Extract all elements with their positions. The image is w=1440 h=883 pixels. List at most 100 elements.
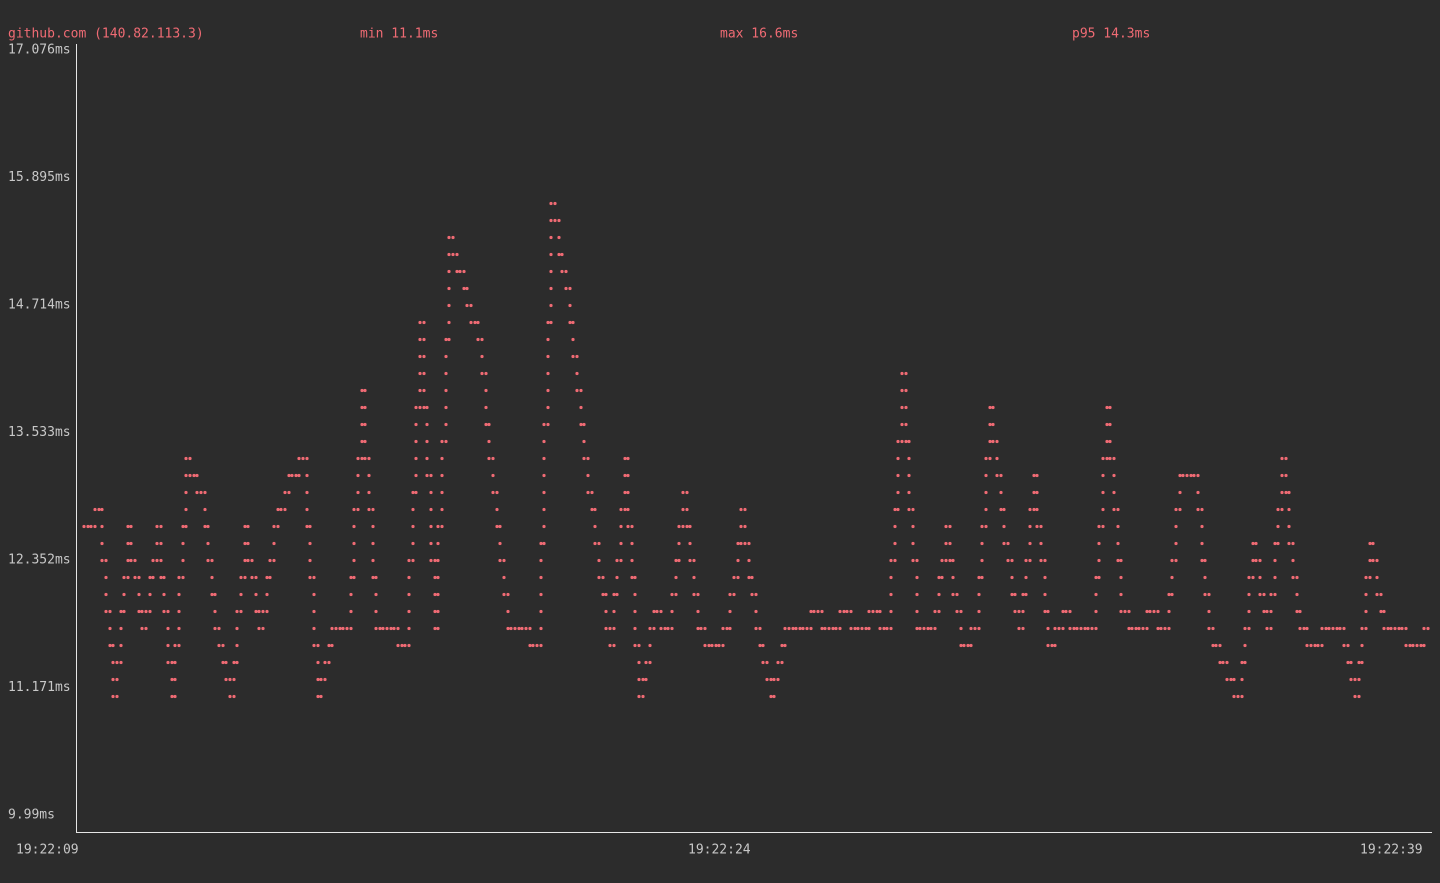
dot [1284,473,1288,478]
latency-sample [1386,626,1401,631]
dot [235,626,239,631]
dot [407,592,411,597]
dot [549,286,553,291]
dot [747,558,751,563]
dot [900,405,904,410]
dot [959,643,963,648]
dot [122,575,126,580]
dot [1101,490,1105,495]
latency-sample [173,456,188,699]
dot [1273,592,1277,597]
dot [1174,558,1178,563]
dot [1287,524,1291,529]
dot [761,660,765,665]
dot [1039,541,1043,546]
dot [104,575,108,580]
dot [108,609,112,614]
dot [633,575,637,580]
latency-sample [1327,626,1342,631]
dot [254,592,258,597]
dot [217,643,221,648]
dot [1119,609,1123,614]
dot [1280,490,1284,495]
dot [889,592,893,597]
dot [93,524,97,529]
dot [1178,473,1182,478]
dot [243,524,247,529]
dot [995,456,999,461]
dot [896,507,900,512]
dot [1400,626,1404,631]
dot [1006,558,1010,563]
dot [626,456,630,461]
dot [129,541,133,546]
dot [177,626,181,631]
dot [1247,626,1251,631]
dot [896,473,900,478]
dot [484,422,488,427]
latency-sample [392,626,407,648]
dot [495,507,499,512]
dot [1010,592,1014,597]
dot [444,422,448,427]
dot [367,507,371,512]
dot [100,507,104,512]
latency-sample [524,626,539,648]
dot [721,626,725,631]
dot [597,558,601,563]
dot [126,558,130,563]
latency-sample [334,626,349,631]
dot [831,626,835,631]
dot [791,626,795,631]
dot [1013,592,1017,597]
dot [776,677,780,682]
latency-sample [1211,626,1225,665]
dot [1170,575,1174,580]
dot [108,643,112,648]
dot [447,252,451,257]
dot [506,592,510,597]
dot [867,626,871,631]
dot [612,626,616,631]
dot [1269,592,1273,597]
dot [940,575,944,580]
latency-sample [100,507,115,699]
dot [630,558,634,563]
dot [433,609,437,614]
dot [444,371,448,376]
dot [1218,643,1222,648]
dot [1273,558,1277,563]
dot [926,626,930,631]
dot [1086,626,1090,631]
dot [630,541,634,546]
dot [1035,507,1039,512]
dot [1364,609,1368,614]
dot [203,507,207,512]
x-tick-label: 19:22:24 [688,843,751,858]
dot [1295,575,1299,580]
dot [1243,643,1247,648]
dot [195,473,199,478]
dot [765,660,769,665]
dot [162,575,166,580]
dot [392,626,396,631]
dot [447,286,451,291]
dot [232,660,236,665]
dot [1207,592,1211,597]
dot [243,558,247,563]
dot [389,626,393,631]
latency-sample [1064,609,1079,631]
dot [119,660,123,665]
dot [1050,643,1054,648]
dot [1346,660,1350,665]
dot [528,626,532,631]
dot [663,626,667,631]
dot [959,626,963,631]
host-label: github.com (140.82.113.3) [8,27,204,42]
latency-sample [349,388,364,631]
dot [1379,592,1383,597]
dot [918,626,922,631]
dot [772,694,776,699]
dot [542,524,546,529]
